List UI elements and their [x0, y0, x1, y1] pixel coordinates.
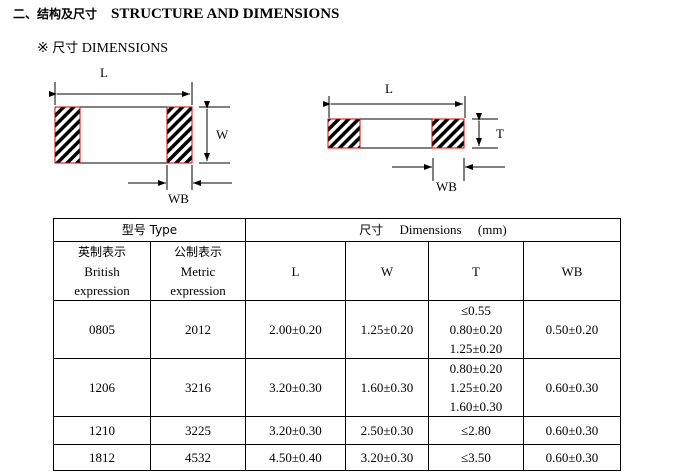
cell-L: 3.20±0.30 — [245, 416, 346, 445]
side-view-diagram — [323, 96, 505, 181]
label-T: T — [496, 126, 504, 141]
label-W: W — [216, 127, 229, 142]
cell-metric: 2012 — [150, 300, 246, 359]
dimensions-table: 型号 Type 尺寸 Dimensions (mm) 英制表示 British ex… — [53, 218, 621, 471]
cell-metric: 3225 — [150, 416, 246, 445]
dimensions-header: 尺寸 Dimensions (mm) — [245, 218, 621, 242]
section-heading: 二、结构及尺寸 STRUCTURE AND DIMENSIONS — [13, 6, 340, 22]
dimension-diagrams: L W WB L T WB — [49, 65, 505, 206]
cell-WB: 0.60±0.30 — [523, 444, 621, 471]
table-row: 1210 3225 3.20±0.30 2.50±0.30 ≤2.80 0.60… — [53, 416, 621, 445]
top-view-diagram — [49, 82, 232, 190]
cell-WB: 0.50±0.20 — [523, 300, 621, 359]
table-row: 0805 2012 2.00±0.20 1.25±0.20 ≤0.55 0.80±… — [53, 300, 621, 359]
cell-metric: 4532 — [150, 444, 246, 471]
label-WB-side: WB — [436, 179, 457, 194]
col-L: L — [245, 241, 346, 301]
label-L-side: L — [385, 81, 393, 96]
metric-header: 公制表示 Metric expression — [150, 241, 246, 301]
cell-metric: 3216 — [150, 358, 246, 417]
cell-T: ≤2.80 — [428, 416, 524, 445]
cell-WB: 0.60±0.30 — [523, 416, 621, 445]
type-header: 型号 Type — [53, 218, 246, 242]
cell-british: 0805 — [53, 300, 151, 359]
cell-T: ≤3.50 — [428, 444, 524, 471]
cell-W: 1.60±0.30 — [345, 358, 429, 417]
cell-british: 1210 — [53, 416, 151, 445]
cell-T: 0.80±0.20 1.25±0.20 1.60±0.30 — [428, 358, 524, 417]
col-WB: WB — [523, 241, 621, 301]
col-T: T — [428, 241, 524, 301]
cell-british: 1206 — [53, 358, 151, 417]
cell-W: 3.20±0.30 — [345, 444, 429, 471]
label-WB: WB — [168, 191, 189, 206]
cell-L: 3.20±0.30 — [245, 358, 346, 417]
british-header: 英制表示 British expression — [53, 241, 151, 301]
sub-heading: ※ 尺寸 DIMENSIONS — [37, 41, 169, 56]
cell-WB: 0.60±0.30 — [523, 358, 621, 417]
col-W: W — [345, 241, 429, 301]
table-row: 1206 3216 3.20±0.30 1.60±0.30 0.80±0.20 1… — [53, 358, 621, 417]
cell-W: 2.50±0.30 — [345, 416, 429, 445]
cell-W: 1.25±0.20 — [345, 300, 429, 359]
cell-L: 2.00±0.20 — [245, 300, 346, 359]
cell-L: 4.50±0.40 — [245, 444, 346, 471]
table-row: 1812 4532 4.50±0.40 3.20±0.30 ≤3.50 0.60… — [53, 444, 621, 471]
cell-T: ≤0.55 0.80±0.20 1.25±0.20 — [428, 300, 524, 359]
cell-british: 1812 — [53, 444, 151, 471]
label-L: L — [100, 65, 108, 80]
